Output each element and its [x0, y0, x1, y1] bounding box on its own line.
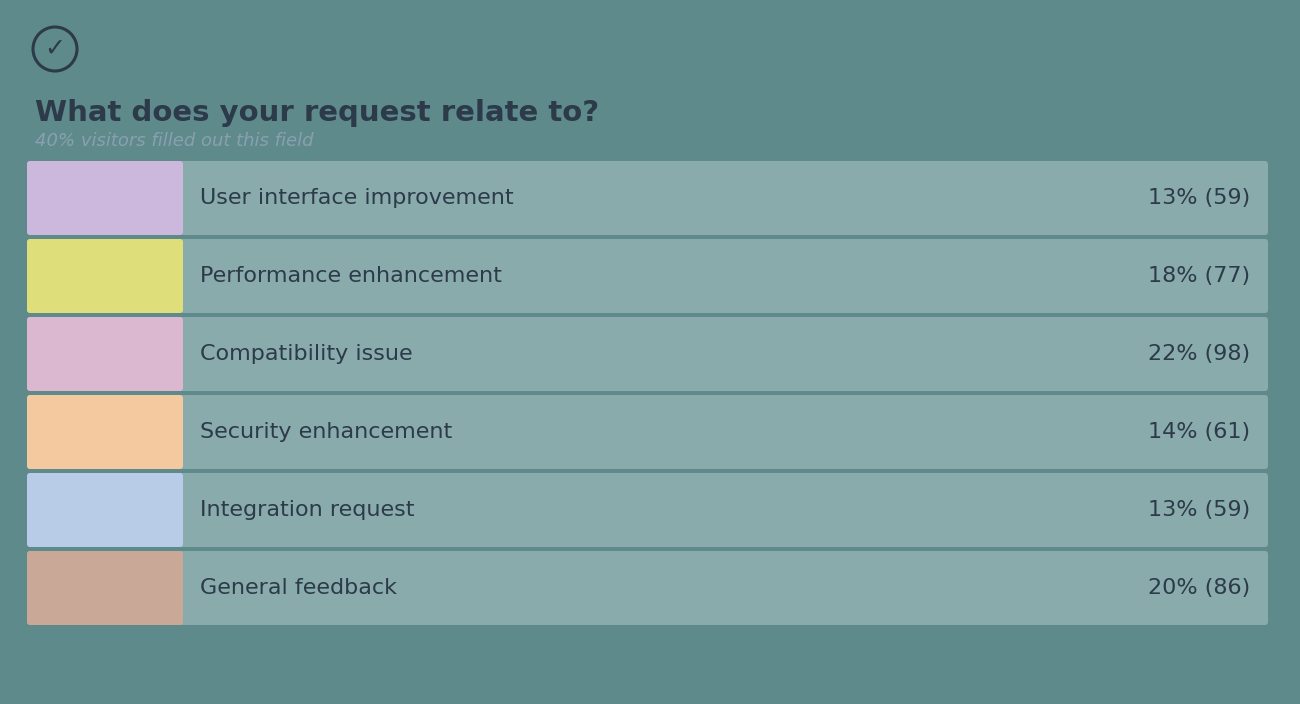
FancyBboxPatch shape — [27, 395, 183, 469]
FancyBboxPatch shape — [27, 317, 183, 391]
FancyBboxPatch shape — [27, 551, 1268, 625]
FancyBboxPatch shape — [27, 473, 1268, 547]
FancyBboxPatch shape — [27, 161, 1268, 235]
Text: 13% (59): 13% (59) — [1148, 188, 1251, 208]
Text: 20% (86): 20% (86) — [1148, 578, 1251, 598]
FancyBboxPatch shape — [27, 317, 1268, 391]
Text: 22% (98): 22% (98) — [1148, 344, 1251, 364]
FancyBboxPatch shape — [27, 551, 183, 625]
Text: 13% (59): 13% (59) — [1148, 500, 1251, 520]
Text: 40% visitors filled out this field: 40% visitors filled out this field — [35, 132, 313, 150]
Text: 18% (77): 18% (77) — [1148, 266, 1251, 286]
FancyBboxPatch shape — [27, 161, 183, 235]
FancyBboxPatch shape — [27, 239, 1268, 313]
Text: General feedback: General feedback — [200, 578, 396, 598]
Text: ✓: ✓ — [44, 37, 65, 61]
Text: Performance enhancement: Performance enhancement — [200, 266, 502, 286]
Text: 14% (61): 14% (61) — [1148, 422, 1251, 442]
Text: Security enhancement: Security enhancement — [200, 422, 452, 442]
Text: What does your request relate to?: What does your request relate to? — [35, 99, 599, 127]
Text: Integration request: Integration request — [200, 500, 415, 520]
FancyBboxPatch shape — [27, 239, 183, 313]
FancyBboxPatch shape — [27, 473, 183, 547]
Text: User interface improvement: User interface improvement — [200, 188, 514, 208]
FancyBboxPatch shape — [27, 395, 1268, 469]
Text: Compatibility issue: Compatibility issue — [200, 344, 412, 364]
